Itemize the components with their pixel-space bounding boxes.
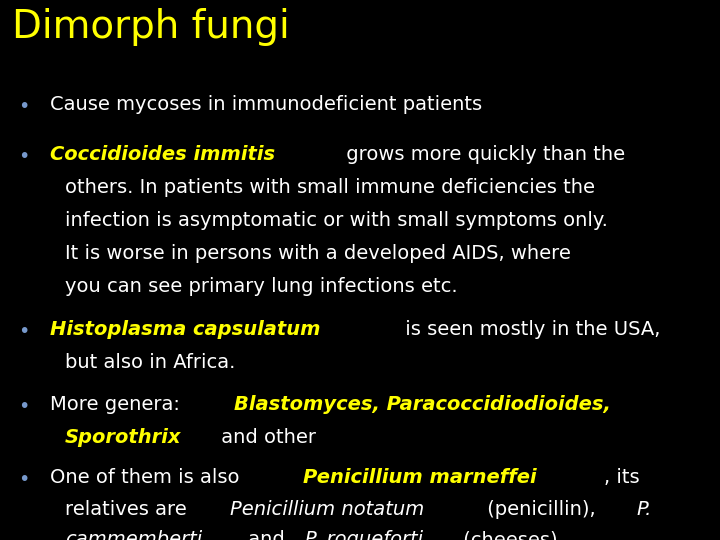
Text: Histoplasma capsulatum: Histoplasma capsulatum xyxy=(50,320,320,339)
Text: •: • xyxy=(18,147,30,166)
Text: Sporothrix: Sporothrix xyxy=(65,428,181,447)
Text: •: • xyxy=(18,97,30,116)
Text: One of them is also: One of them is also xyxy=(50,468,246,487)
Text: Penicillium notatum: Penicillium notatum xyxy=(230,500,424,519)
Text: •: • xyxy=(18,470,30,489)
Text: Dimorph fungi: Dimorph fungi xyxy=(12,8,289,46)
Text: Cause mycoses in immunodeficient patients: Cause mycoses in immunodeficient patient… xyxy=(50,95,482,114)
Text: infection is asymptomatic or with small symptoms only.: infection is asymptomatic or with small … xyxy=(65,211,608,230)
Text: More genera:: More genera: xyxy=(50,395,192,414)
Text: It is worse in persons with a developed AIDS, where: It is worse in persons with a developed … xyxy=(65,244,571,263)
Text: Blastomyces, Paracoccidiodioides,: Blastomyces, Paracoccidiodioides, xyxy=(234,395,611,414)
Text: is seen mostly in the USA,: is seen mostly in the USA, xyxy=(399,320,660,339)
Text: , its: , its xyxy=(604,468,639,487)
Text: cammemberti: cammemberti xyxy=(65,530,202,540)
Text: others. In patients with small immune deficiencies the: others. In patients with small immune de… xyxy=(65,178,595,197)
Text: and other: and other xyxy=(215,428,316,447)
Text: •: • xyxy=(18,397,30,416)
Text: Coccidioides immitis: Coccidioides immitis xyxy=(50,145,275,164)
Text: and: and xyxy=(242,530,291,540)
Text: •: • xyxy=(18,322,30,341)
Text: (penicillin),: (penicillin), xyxy=(481,500,602,519)
Text: (cheeses): (cheeses) xyxy=(457,530,558,540)
Text: P. roqueforti: P. roqueforti xyxy=(305,530,423,540)
Text: P.: P. xyxy=(636,500,652,519)
Text: grows more quickly than the: grows more quickly than the xyxy=(341,145,626,164)
Text: but also in Africa.: but also in Africa. xyxy=(65,353,235,372)
Text: relatives are: relatives are xyxy=(65,500,193,519)
Text: you can see primary lung infections etc.: you can see primary lung infections etc. xyxy=(65,277,458,296)
Text: Penicillium marneffei: Penicillium marneffei xyxy=(302,468,536,487)
